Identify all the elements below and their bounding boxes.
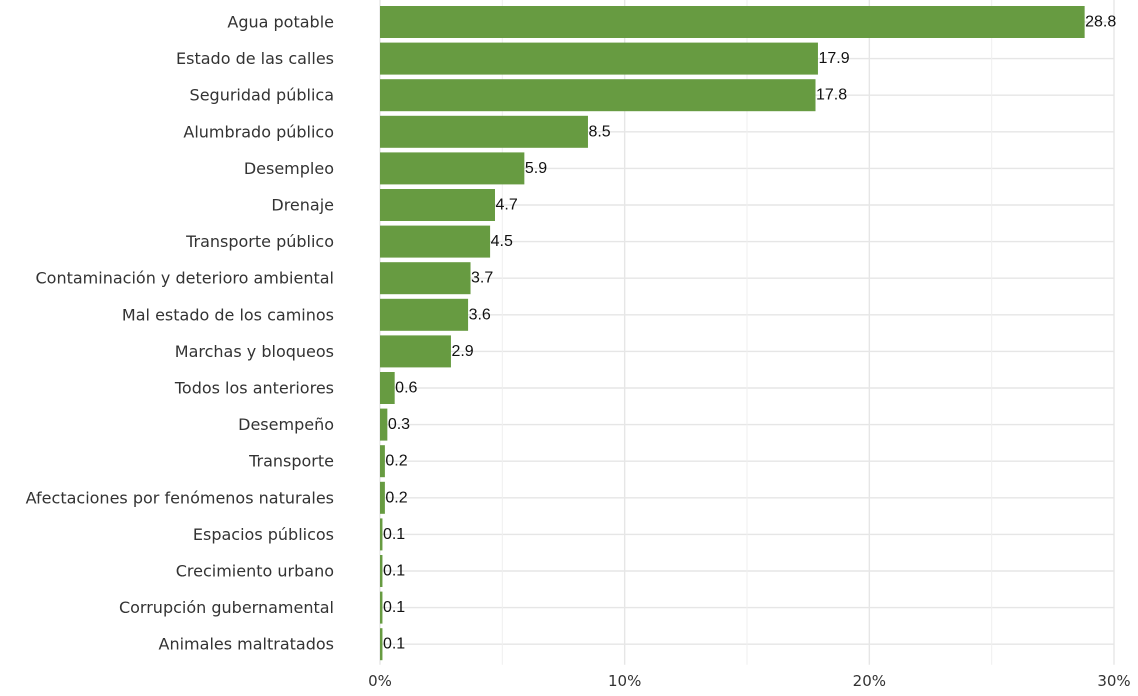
category-label: Contaminación y deterioro ambiental: [36, 269, 335, 288]
value-label: 3.7: [471, 270, 493, 287]
category-label: Crecimiento urbano: [176, 562, 334, 581]
category-label: Transporte público: [185, 232, 334, 251]
value-label: 5.9: [525, 160, 547, 177]
x-tick-label: 10%: [608, 672, 641, 690]
bar: [380, 335, 451, 368]
value-label: 4.7: [495, 197, 517, 214]
category-label: Afectaciones por fenómenos naturales: [26, 488, 334, 507]
bar: [380, 225, 491, 258]
category-label: Alumbrado público: [183, 122, 334, 141]
category-label: Desempleo: [244, 159, 334, 178]
value-label: 0.1: [383, 526, 405, 543]
bar: [380, 189, 495, 221]
bar: [380, 262, 471, 295]
value-labels: 28.8 17.9 17.8 8.5 5.9 4.7 4.5 3.7 3.6 2.9 0.6 0.3 0…: [383, 14, 1116, 653]
bar: [380, 628, 383, 661]
category-label: Todos los anteriores: [174, 379, 334, 398]
bar: [380, 298, 469, 331]
bars: [380, 6, 1085, 661]
bar: [380, 372, 395, 404]
category-label: Agua potable: [227, 13, 334, 32]
x-tick-label: 20%: [853, 672, 886, 690]
x-axis-tick-labels: 0% 10% 20% 30%: [368, 672, 1131, 690]
category-label: Transporte: [248, 452, 334, 471]
category-label: Animales maltratados: [159, 635, 334, 654]
bar: [380, 79, 816, 112]
category-label: Desempeño: [238, 415, 334, 434]
value-label: 28.8: [1085, 14, 1116, 31]
category-label: Estado de las calles: [176, 49, 334, 68]
value-label: 0.1: [383, 599, 405, 616]
bar: [380, 481, 385, 514]
value-label: 17.8: [816, 87, 847, 104]
category-label: Marchas y bloqueos: [175, 342, 334, 361]
bar: [380, 518, 383, 551]
bar: [380, 152, 525, 185]
bar: [380, 6, 1085, 38]
value-label: 0.2: [385, 489, 407, 506]
bar: [380, 115, 588, 148]
bar: [380, 408, 388, 441]
bar: [380, 445, 385, 478]
bar: [380, 591, 383, 624]
value-label: 0.6: [395, 380, 417, 397]
value-label: 4.5: [491, 233, 513, 250]
value-label: 0.2: [385, 453, 407, 470]
category-label: Espacios públicos: [193, 525, 334, 544]
value-label: 0.1: [383, 563, 405, 580]
value-label: 2.9: [451, 343, 473, 360]
value-label: 8.5: [588, 123, 610, 140]
gridlines: [379, 0, 1115, 665]
category-label: Drenaje: [271, 196, 334, 215]
value-label: 3.6: [469, 306, 491, 323]
x-tick-label: 0%: [368, 672, 392, 690]
category-labels: Agua potable Estado de las calles Segurida…: [26, 13, 334, 654]
x-tick-label: 30%: [1097, 672, 1130, 690]
category-label: Corrupción gubernamental: [119, 598, 334, 617]
value-label: 0.1: [383, 636, 405, 653]
category-label: Mal estado de los caminos: [122, 305, 334, 324]
bar: [380, 555, 383, 587]
category-label: Seguridad pública: [190, 86, 334, 105]
value-label: 0.3: [388, 416, 410, 433]
bar: [380, 42, 818, 75]
value-label: 17.9: [818, 50, 849, 67]
